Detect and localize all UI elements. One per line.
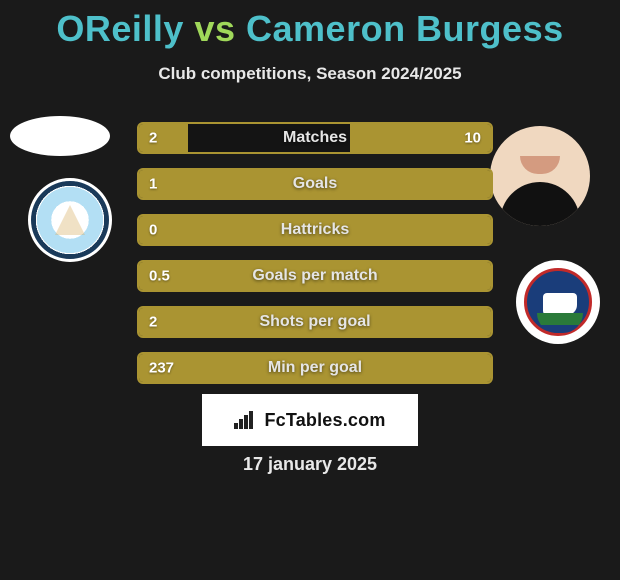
stat-left-value: 2 — [149, 130, 157, 147]
footer-brand-text: FcTables.com — [264, 410, 385, 431]
player2-name: Cameron Burgess — [246, 8, 564, 49]
stat-label: Min per goal — [268, 359, 362, 377]
stat-right-value: 10 — [464, 130, 481, 147]
stat-bar-row: 1 Goals — [137, 168, 493, 200]
stat-label: Goals per match — [252, 267, 377, 285]
ipswich-town-badge — [516, 260, 600, 344]
player1-avatar — [10, 116, 110, 156]
stat-left-value: 0.5 — [149, 268, 170, 285]
stat-label: Shots per goal — [259, 313, 370, 331]
bar-chart-icon — [234, 411, 258, 429]
stat-bar-fill-left — [139, 124, 188, 152]
stat-label: Matches — [283, 129, 347, 147]
stat-bar-row: 2 Shots per goal — [137, 306, 493, 338]
subtitle: Club competitions, Season 2024/2025 — [0, 64, 620, 84]
stat-left-value: 0 — [149, 222, 157, 239]
stat-bar-row: 2 10 Matches — [137, 122, 493, 154]
stat-bar-row: 0.5 Goals per match — [137, 260, 493, 292]
stat-bar-row: 237 Min per goal — [137, 352, 493, 384]
stat-label: Hattricks — [281, 221, 349, 239]
ipswich-town-badge-inner — [524, 268, 592, 336]
footer-brand-box: FcTables.com — [202, 394, 418, 446]
stat-bar-row: 0 Hattricks — [137, 214, 493, 246]
player2-avatar — [490, 126, 590, 226]
date-label: 17 january 2025 — [0, 454, 620, 475]
stat-left-value: 2 — [149, 314, 157, 331]
manchester-city-badge — [28, 178, 112, 262]
comparison-title: OReilly vs Cameron Burgess — [0, 0, 620, 50]
player1-name: OReilly — [56, 8, 184, 49]
vs-label: vs — [194, 8, 235, 49]
stat-bars: 2 10 Matches 1 Goals 0 Hattricks 0.5 Goals per m… — [137, 122, 493, 398]
stat-label: Goals — [293, 175, 337, 193]
stat-left-value: 237 — [149, 360, 174, 377]
stat-left-value: 1 — [149, 176, 157, 193]
